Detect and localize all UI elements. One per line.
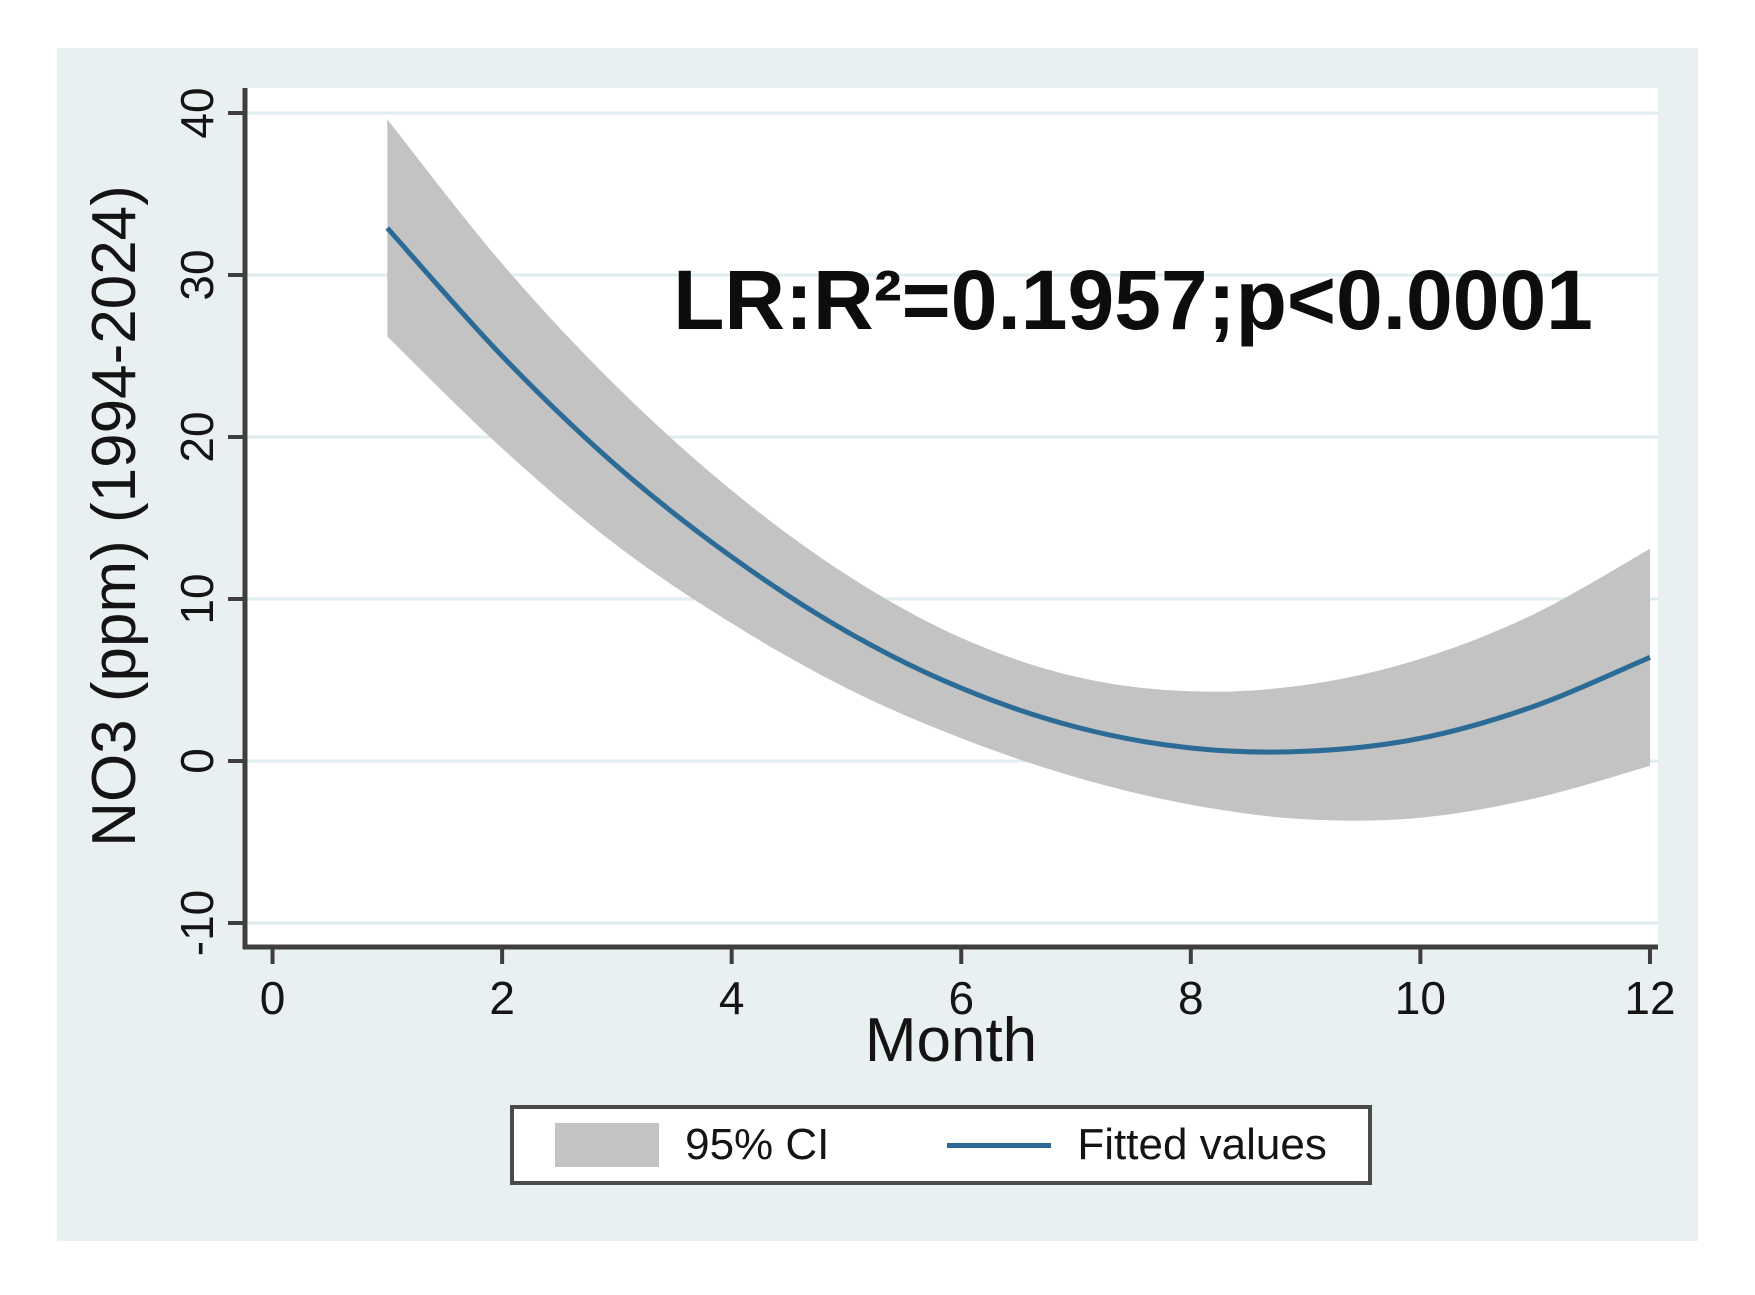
fitted-legend-label: Fitted values bbox=[1077, 1120, 1327, 1169]
y-tick-label: -10 bbox=[171, 889, 223, 957]
x-tick-label: 2 bbox=[489, 972, 515, 1024]
y-tick-label: 40 bbox=[171, 87, 223, 139]
regression-annotation: LR:R²=0.1957;p<0.0001 bbox=[673, 253, 1593, 347]
fitted-line-swatch bbox=[947, 1142, 1052, 1148]
y-tick-label: 20 bbox=[171, 411, 223, 463]
legend: 95% CI Fitted values bbox=[510, 1105, 1372, 1185]
x-tick-label: 0 bbox=[259, 972, 286, 1024]
figure-panel: 40 30 20 10 0 -10 0 2 4 6 8 10 12 NO3 (ppm) (1994-20… bbox=[57, 48, 1698, 1241]
x-tick-label: 10 bbox=[1394, 972, 1446, 1024]
x-tick-label: 8 bbox=[1178, 972, 1204, 1024]
ci-band bbox=[387, 119, 1650, 821]
x-tick-label: 6 bbox=[948, 972, 975, 1024]
chart-canvas bbox=[228, 88, 1658, 964]
x-axis-title: Month bbox=[864, 1006, 1038, 1075]
ci-band-swatch bbox=[555, 1123, 660, 1167]
y-tick-label: 0 bbox=[171, 748, 223, 774]
x-tick-label: 12 bbox=[1624, 972, 1676, 1024]
x-tick-label: 4 bbox=[718, 972, 745, 1024]
y-axis-title: NO3 (ppm) (1994-2024) bbox=[80, 185, 149, 847]
y-tick-label: 30 bbox=[171, 249, 223, 301]
fitted-line bbox=[385, 226, 1651, 755]
y-tick-label: 10 bbox=[171, 573, 223, 625]
ci-legend-label: 95% CI bbox=[685, 1120, 830, 1169]
